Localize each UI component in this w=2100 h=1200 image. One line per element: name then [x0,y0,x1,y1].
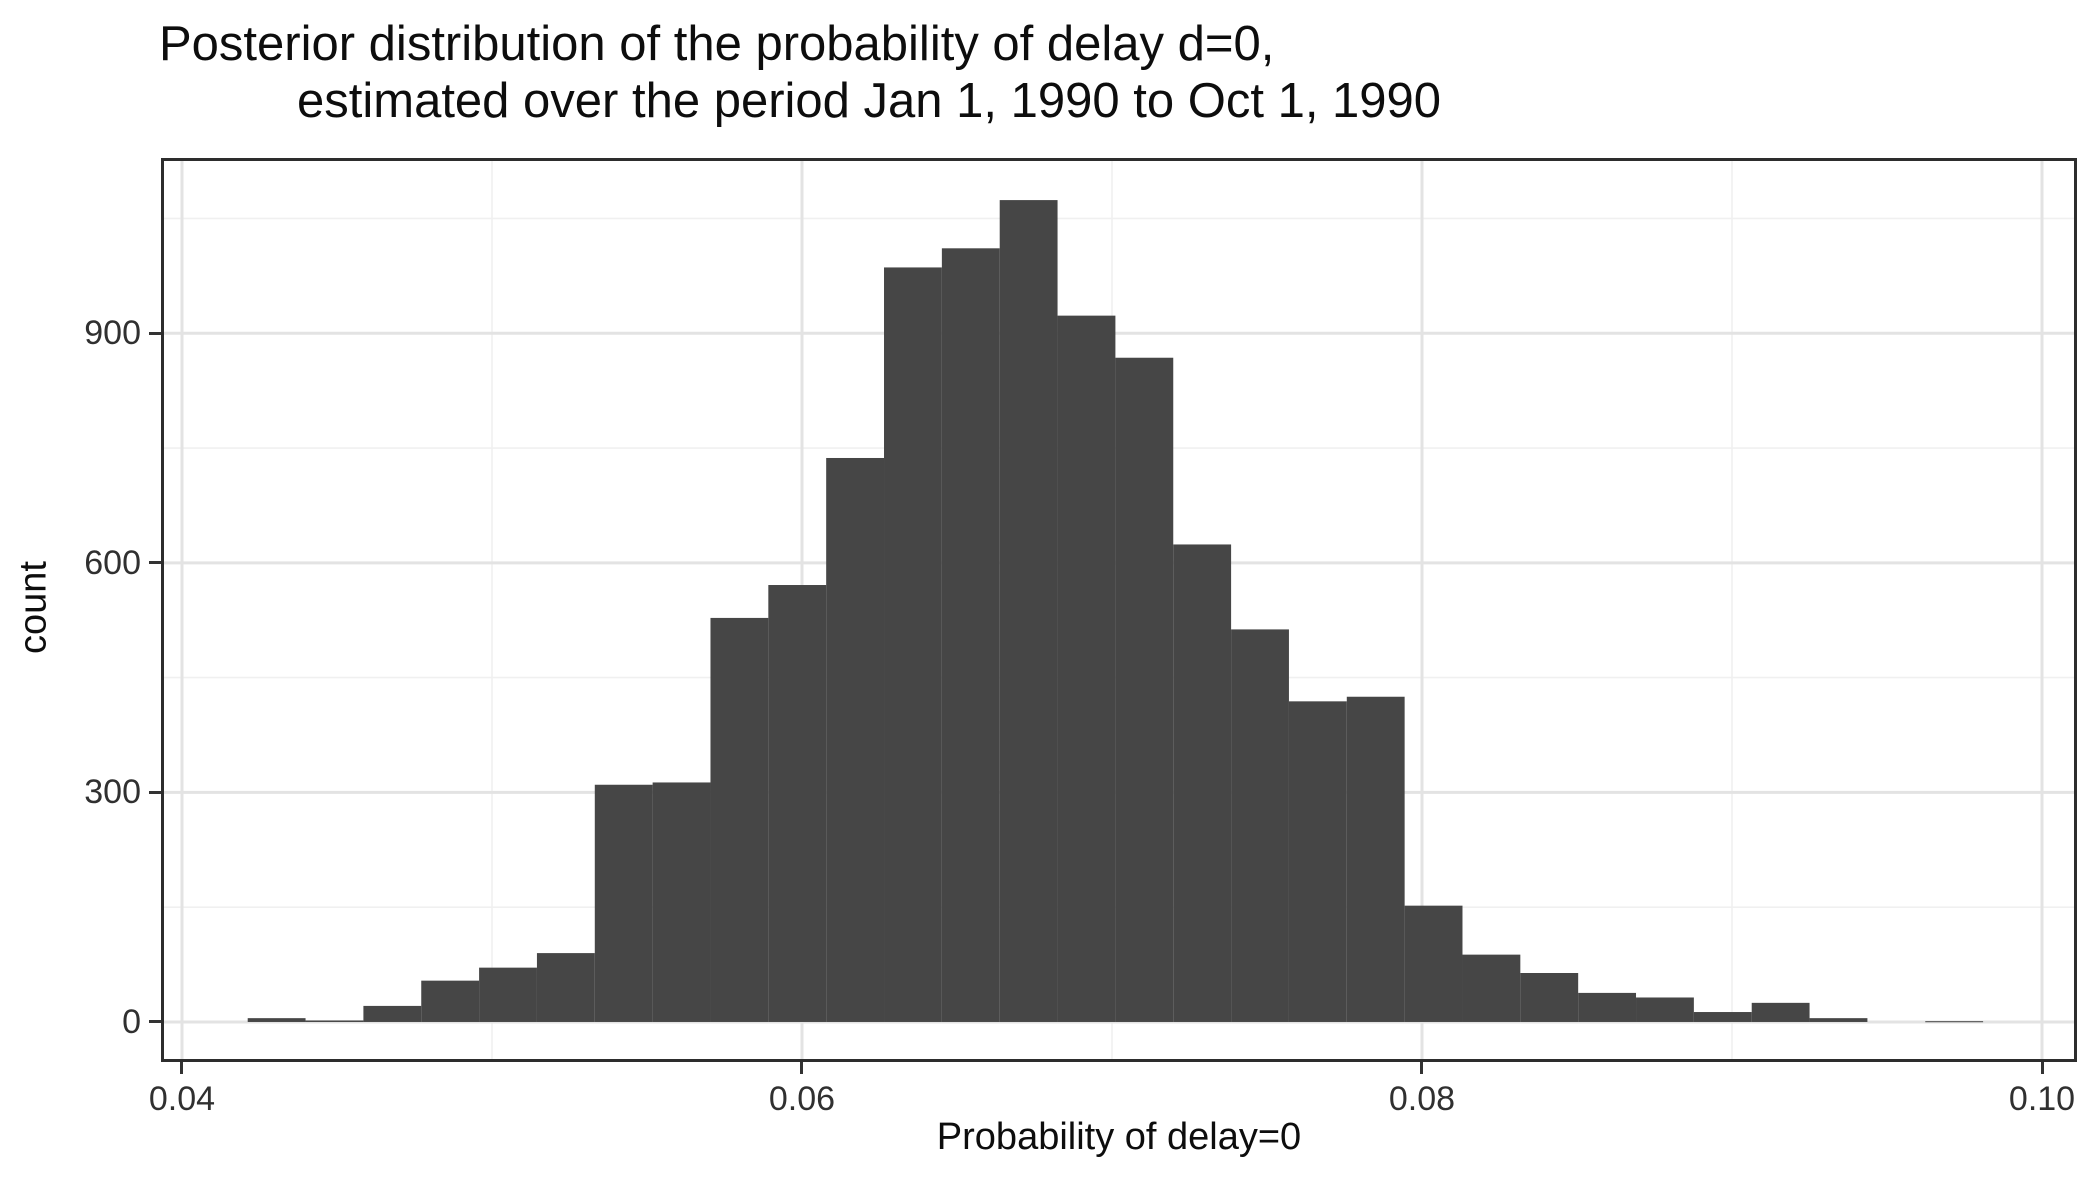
chart-title: Posterior distribution of the probabilit… [159,16,1441,130]
histogram-bar [536,953,595,1022]
histogram-bar [768,585,827,1022]
x-tick-label: 0.10 [2008,1080,2076,1118]
histogram-bar [1636,997,1694,1022]
histogram-bar [1925,1021,1984,1023]
x-tick-mark [1420,1062,1424,1074]
x-tick-label: 0.08 [1388,1080,1456,1118]
x-tick-mark [2040,1062,2044,1074]
histogram-bar [710,617,769,1022]
histogram-bar [1578,992,1637,1022]
histogram-bar [1173,544,1232,1022]
histogram-bar [999,200,1058,1022]
histogram-bar [1288,701,1347,1022]
y-axis-title: count [12,561,55,654]
x-tick-label: 0.06 [768,1080,836,1118]
histogram-bar [1231,629,1289,1022]
x-tick-label: 0.04 [148,1080,216,1118]
chart-title-line-2: estimated over the period Jan 1, 1990 to… [297,74,1442,128]
histogram-bar [652,782,711,1022]
chart-title-line-1: Posterior distribution of the probabilit… [159,17,1275,71]
y-tick-label: 0 [122,1002,141,1041]
x-tick-mark [800,1062,804,1074]
histogram-bar [305,1020,364,1022]
y-tick-mark [149,561,161,565]
y-tick-label: 900 [84,314,141,353]
panel-border [161,158,2077,1062]
histogram-bar [1115,357,1174,1022]
y-tick-mark [149,790,161,794]
plot-panel [161,158,2077,1062]
y-tick-label: 300 [84,773,141,812]
histogram-bar [1693,1012,1752,1022]
y-tick-mark [149,1020,161,1024]
histogram-bar [247,1018,306,1022]
histogram-bar [363,1005,422,1022]
histogram-bar [1809,1018,1868,1022]
histogram-bar [479,967,537,1022]
x-tick-mark [180,1062,184,1074]
histogram-bar [1751,1002,1810,1022]
histogram-bar [594,784,653,1022]
histogram-bar [1404,905,1463,1022]
histogram-bar [884,267,942,1022]
histogram-bar [1520,973,1579,1022]
histogram-bar [826,457,885,1022]
y-tick-label: 600 [84,543,141,582]
histogram-plot [161,158,2077,1062]
histogram-bar [1462,954,1521,1022]
x-axis-title: Probability of delay=0 [936,1116,1302,1158]
histogram-bar [1057,315,1116,1022]
y-tick-mark [149,331,161,335]
histogram-bar [421,980,480,1022]
histogram-bar [941,248,1000,1022]
histogram-bar [1346,696,1405,1022]
